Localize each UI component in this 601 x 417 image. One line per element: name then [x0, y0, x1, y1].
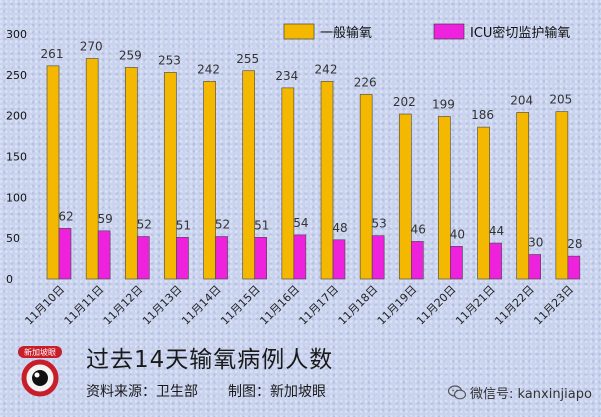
data-label-icu: 62	[58, 209, 73, 223]
y-tick-label: 150	[6, 151, 27, 164]
bar-general	[124, 67, 138, 280]
bar-general	[555, 111, 569, 280]
bar-icu	[450, 246, 463, 280]
wechat-icon	[447, 385, 467, 404]
x-tick-label: 11月18日	[336, 283, 381, 328]
data-label-general: 270	[80, 40, 103, 54]
x-tick-label: 11月10日	[23, 283, 68, 328]
bar-general	[516, 112, 530, 280]
bar-icu	[293, 234, 307, 280]
data-label-general: 261	[41, 47, 64, 61]
data-label-general: 242	[315, 62, 338, 76]
bar-icu	[410, 241, 424, 280]
bar-general	[438, 116, 451, 280]
wechat-id: 微信号: kanxinjiapo	[447, 383, 592, 404]
wechat-text: 微信号: kanxinjiapo	[470, 387, 592, 402]
data-label-general: 253	[158, 53, 181, 67]
bar-icu	[371, 235, 385, 280]
legend-label-general: 一般输氧	[320, 25, 372, 41]
data-label-general: 186	[471, 108, 494, 122]
x-tick-label: 11月22日	[492, 283, 537, 328]
logo: 新加坡眼	[14, 345, 68, 397]
source-line: 资料来源：卫生部 制图：新加坡眼	[86, 381, 326, 401]
data-label-general: 255	[236, 52, 259, 66]
bar-icu	[97, 230, 111, 280]
y-tick-label: 250	[6, 69, 27, 82]
data-label-icu: 46	[411, 222, 426, 236]
bar-icu	[528, 254, 542, 280]
x-tick-label: 11月15日	[218, 283, 263, 328]
data-label-general: 259	[119, 48, 142, 62]
bar-general	[85, 58, 99, 280]
source-label: 资料来源：	[86, 384, 156, 400]
made-value: 新加坡眼	[270, 384, 326, 400]
y-axis: 0 50 100 150 200 250 300	[6, 28, 27, 286]
data-label-icu: 51	[176, 218, 191, 232]
data-label-icu: 40	[450, 227, 465, 241]
bar-general	[164, 72, 177, 280]
x-tick-label: 11月13日	[140, 283, 185, 328]
bar-labels: 261 62 270 59 259 52 253 51 242 52 255 51 234 54 242 48…	[41, 40, 583, 252]
x-tick-label: 11月11日	[62, 283, 107, 328]
data-label-general: 204	[510, 93, 533, 107]
bar-icu	[489, 242, 502, 280]
data-label-icu: 59	[98, 212, 113, 226]
x-tick-label: 11月14日	[179, 283, 224, 328]
bar-icu	[254, 237, 268, 280]
x-tick-label: 11月17日	[297, 283, 342, 328]
bar-general	[359, 94, 373, 280]
bar-icu	[215, 236, 228, 280]
y-tick-label: 50	[6, 232, 20, 245]
data-label-general: 226	[354, 75, 377, 89]
bar-general	[320, 81, 334, 280]
source-value: 卫生部	[156, 384, 198, 400]
y-tick-label: 100	[6, 191, 27, 204]
x-tick-label: 11月19日	[375, 283, 420, 328]
data-label-icu: 53	[372, 217, 387, 231]
y-tick-label: 0	[6, 273, 13, 286]
bar-general	[46, 65, 60, 280]
bar-general	[281, 87, 295, 280]
y-tick-label: 200	[6, 110, 27, 123]
data-label-general: 202	[393, 95, 416, 109]
data-label-icu: 28	[567, 237, 582, 251]
legend-swatch-icu	[433, 23, 465, 40]
x-axis: 11月10日11月11日11月12日11月13日11月14日11月15日11月1…	[23, 283, 576, 328]
logo-text: 新加坡眼	[24, 347, 56, 357]
bar-general	[477, 126, 490, 280]
legend: 一般输氧 ICU密切监护输氧	[283, 23, 570, 41]
x-tick-label: 11月16日	[257, 283, 302, 328]
legend-swatch-general	[283, 23, 315, 40]
x-tick-label: 11月21日	[453, 283, 498, 328]
made-label: 制图：	[228, 384, 270, 400]
data-label-icu: 51	[254, 218, 269, 232]
data-label-icu: 30	[528, 236, 543, 250]
data-label-general: 234	[275, 69, 298, 83]
x-tick-label: 11月20日	[414, 283, 459, 328]
data-label-general: 205	[549, 93, 572, 107]
data-label-icu: 44	[489, 224, 504, 238]
bar-icu	[58, 228, 72, 280]
x-tick-label: 11月12日	[101, 283, 146, 328]
data-label-general: 242	[197, 62, 220, 76]
bars	[46, 58, 581, 280]
x-tick-label: 11月23日	[531, 283, 576, 328]
bar-general	[398, 113, 412, 280]
data-label-general: 199	[432, 97, 455, 111]
data-label-icu: 54	[293, 216, 308, 230]
bar-icu	[567, 255, 581, 280]
bar-general	[203, 81, 216, 280]
chart-title: 过去14天输氧病例人数	[86, 347, 334, 373]
data-label-icu: 52	[215, 218, 230, 232]
bar-icu	[176, 237, 189, 280]
legend-label-icu: ICU密切监护输氧	[470, 25, 570, 41]
bar-icu	[332, 239, 346, 280]
data-label-icu: 52	[137, 218, 152, 232]
data-label-icu: 48	[332, 221, 347, 235]
bar-icu	[136, 236, 150, 280]
bar-general	[242, 70, 256, 280]
y-tick-label: 300	[6, 28, 27, 41]
